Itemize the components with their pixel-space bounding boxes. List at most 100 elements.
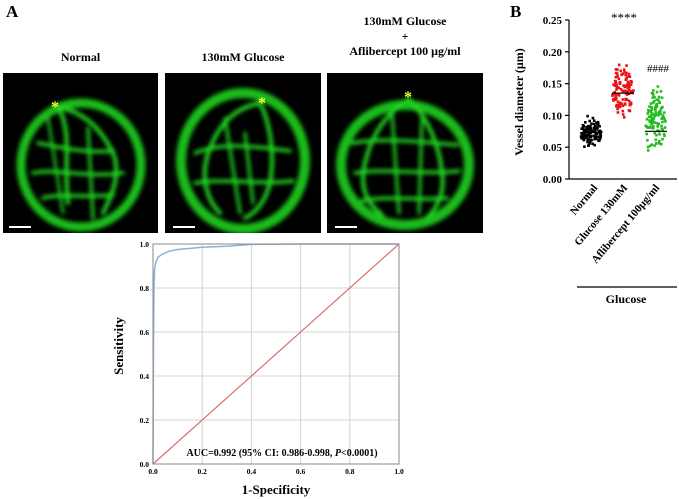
roc-ylabel: Sensitivity xyxy=(111,317,126,375)
dot-point xyxy=(594,124,597,128)
dot-point xyxy=(651,121,655,125)
dot-point xyxy=(587,133,590,136)
dot-point xyxy=(616,68,619,71)
dot-point xyxy=(593,143,596,147)
dot-point xyxy=(623,116,626,119)
dot-point xyxy=(651,112,654,115)
dot-point xyxy=(583,145,586,148)
dot-point xyxy=(658,133,661,136)
dot-point xyxy=(632,89,635,92)
dot-point xyxy=(586,140,589,144)
dot-point xyxy=(617,93,620,97)
dot-point xyxy=(662,116,666,119)
roc-xtick-label: 0.4 xyxy=(247,467,257,476)
dot-point xyxy=(663,126,667,129)
dot-point xyxy=(652,125,655,128)
dot-point xyxy=(584,134,587,137)
dot-point xyxy=(615,88,618,91)
xcat-glucose: Glucose 130mM xyxy=(572,182,630,248)
dot-point xyxy=(629,80,633,83)
condition-title-glucose: 130mM Glucose xyxy=(201,50,285,64)
condition-title-aflibercept: 130mM Glucose + Aflibercept 100 μg/ml xyxy=(327,14,483,59)
dot-point xyxy=(653,132,657,135)
dot-point xyxy=(646,112,649,115)
dot-point xyxy=(626,75,630,78)
dot-point xyxy=(592,119,596,122)
dot-point xyxy=(645,132,648,136)
dot-point xyxy=(620,73,623,77)
dot-point xyxy=(664,120,667,123)
dot-point xyxy=(585,135,589,138)
dot-point xyxy=(611,93,614,97)
auc-prefix: AUC=0.992 (95% CI: 0.986-0.998, xyxy=(186,448,334,459)
dot-point xyxy=(614,95,617,99)
dot-point xyxy=(584,121,587,124)
roc-y-ticks: 0.0 0.2 0.4 0.6 0.8 1.0 xyxy=(140,240,150,469)
roc-xtick-label: 0.6 xyxy=(296,467,306,476)
sig-aflibercept: #### xyxy=(647,63,670,75)
dot-point xyxy=(645,118,649,121)
dot-point xyxy=(587,144,590,147)
dot-point xyxy=(650,123,653,126)
dot-point xyxy=(625,98,629,102)
dot-ytick-label: 0.25 xyxy=(543,15,563,27)
dot-point xyxy=(657,112,660,115)
dot-point xyxy=(582,135,586,138)
micrograph-normal: * xyxy=(3,73,158,233)
roc-xtick-label: 0.0 xyxy=(148,467,158,476)
dot-point xyxy=(621,109,625,113)
dot-point xyxy=(649,115,652,119)
roc-xlabel: 1-Specificity xyxy=(242,482,311,497)
dot-point xyxy=(653,144,656,147)
dot-point xyxy=(620,102,623,105)
dot-point xyxy=(654,113,658,117)
dot-point xyxy=(623,103,627,106)
dot-point xyxy=(618,81,621,85)
dot-point xyxy=(617,103,620,107)
dot-point xyxy=(595,127,599,131)
dot-point xyxy=(626,83,630,86)
title-line-3: Aflibercept 100 μg/ml xyxy=(349,44,461,58)
dot-point xyxy=(657,98,660,102)
dot-ytick-label: 0.15 xyxy=(543,79,563,91)
dot-point xyxy=(628,103,632,107)
dot-point xyxy=(650,143,654,146)
dot-point xyxy=(654,142,658,145)
dot-point xyxy=(612,83,615,86)
dot-point xyxy=(622,84,625,87)
dot-point xyxy=(657,100,661,104)
dot-y-ticks: 0.00 0.05 0.10 0.15 0.20 0.25 xyxy=(543,15,569,186)
dot-point xyxy=(582,125,585,128)
vessel-diameter-chart: Vessel diameter (μm) 0.00 0.05 0.10 0.15 0.2… xyxy=(512,10,677,306)
dot-point xyxy=(623,70,626,74)
dot-point xyxy=(654,138,658,142)
dot-point xyxy=(591,142,594,146)
dot-point xyxy=(590,122,593,125)
dot-ylabel: Vessel diameter (μm) xyxy=(512,48,526,155)
dot-point xyxy=(588,135,592,139)
dot-point xyxy=(616,111,620,114)
dot-point xyxy=(656,125,659,128)
dot-point xyxy=(582,138,586,142)
dot-point xyxy=(652,93,655,96)
dot-point xyxy=(661,114,665,117)
dot-point xyxy=(621,98,625,101)
marker-asterisk: * xyxy=(404,89,412,106)
dot-ytick-label: 0.20 xyxy=(543,47,563,59)
dot-point xyxy=(614,75,618,79)
roc-chart: Sensitivity 1-Specificity 0.00.20.40.60.… xyxy=(111,240,404,497)
dot-point xyxy=(650,91,654,95)
dot-point xyxy=(652,89,655,92)
dot-point xyxy=(647,108,650,112)
auc-suffix: <0.0001) xyxy=(341,448,378,459)
dot-points xyxy=(579,63,667,152)
panel-letter-a: A xyxy=(6,2,19,21)
dot-point xyxy=(622,68,626,71)
dot-point xyxy=(647,115,651,119)
dot-point xyxy=(586,124,590,128)
dot-point xyxy=(653,107,657,110)
dot-point xyxy=(616,107,619,111)
dot-point xyxy=(584,136,587,139)
micrograph-glucose: * xyxy=(165,73,321,233)
roc-curve-line xyxy=(152,243,399,465)
